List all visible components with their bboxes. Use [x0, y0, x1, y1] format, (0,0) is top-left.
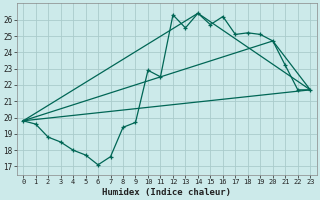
X-axis label: Humidex (Indice chaleur): Humidex (Indice chaleur): [102, 188, 231, 197]
